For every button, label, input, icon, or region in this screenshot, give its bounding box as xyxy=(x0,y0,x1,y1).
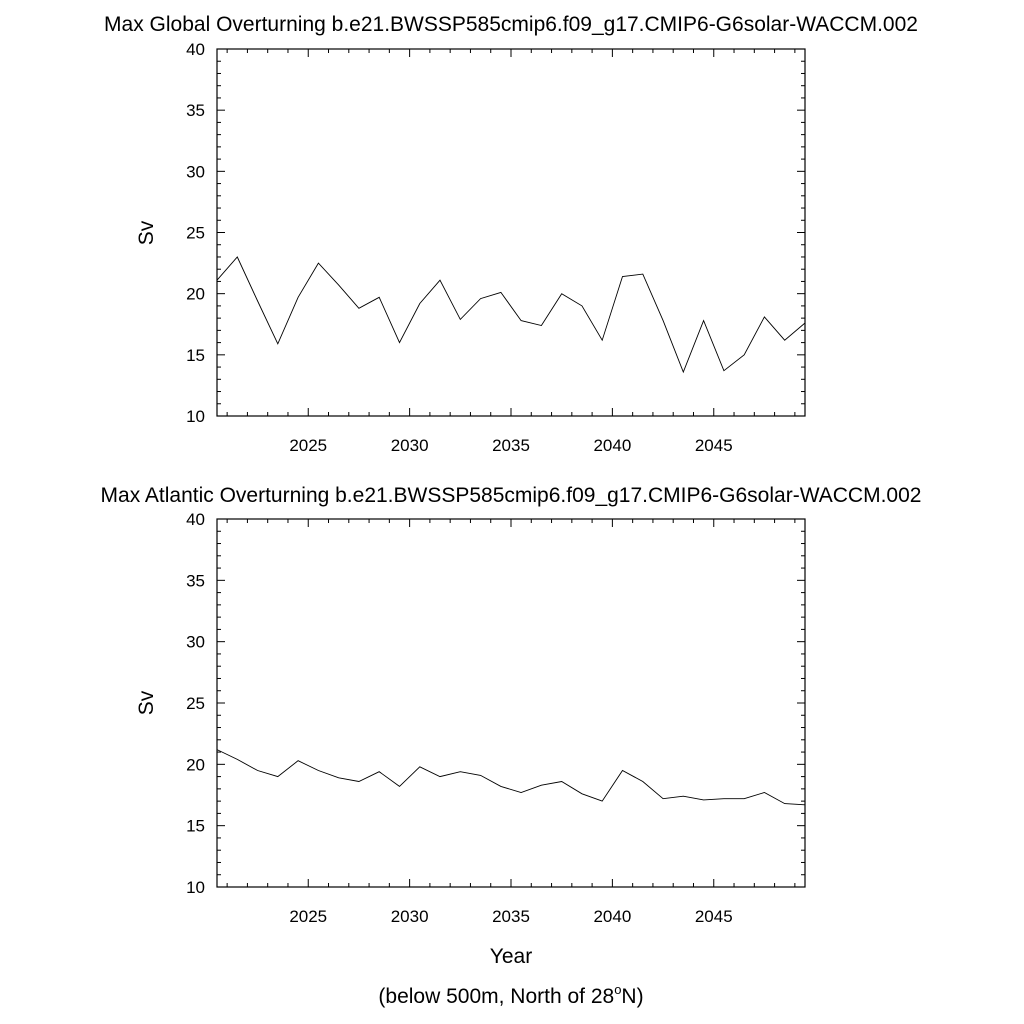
atlantic-x-tick-label: 2035 xyxy=(492,907,530,926)
global-y-tick-label: 15 xyxy=(186,346,205,365)
atlantic-y-tick-label: 30 xyxy=(186,633,205,652)
atlantic-y-tick-label: 20 xyxy=(186,755,205,774)
global-y-tick-label: 35 xyxy=(186,101,205,120)
atlantic-y-axis-label: Sv xyxy=(135,690,158,715)
atlantic-plot-frame xyxy=(216,518,806,888)
degree-symbol: o xyxy=(614,982,621,997)
global-x-tick-label: 2045 xyxy=(695,436,733,455)
atlantic-chart-title: Max Atlantic Overturning b.e21.BWSSP585c… xyxy=(101,484,922,507)
global-chart-title: Max Global Overturning b.e21.BWSSP585cmi… xyxy=(104,13,918,36)
global-y-tick-label: 20 xyxy=(186,285,205,304)
figure-caption: (below 500m, North of 28oN) xyxy=(378,982,643,1008)
atlantic-y-tick-label: 40 xyxy=(186,510,205,529)
global-y-tick-label: 30 xyxy=(186,162,205,181)
atlantic-x-axis-label: Year xyxy=(490,945,532,968)
global-overturning-panel: Max Global Overturning b.e21.BWSSP585cmi… xyxy=(104,13,918,455)
global-y-tick-label: 10 xyxy=(186,407,205,426)
caption-suffix: N) xyxy=(621,985,643,1008)
global-ticks xyxy=(217,48,805,417)
atlantic-y-tick-label: 15 xyxy=(186,817,205,836)
atlantic-overturning-panel: Max Atlantic Overturning b.e21.BWSSP585c… xyxy=(101,484,922,968)
caption-prefix: (below 500m, North of 28 xyxy=(378,985,614,1008)
atlantic-y-tick-label: 35 xyxy=(186,571,205,590)
atlantic-y-tick-label: 25 xyxy=(186,694,205,713)
atlantic-x-tick-label: 2025 xyxy=(289,907,327,926)
global-y-axis-label: Sv xyxy=(135,220,158,245)
atlantic-ticks xyxy=(217,518,805,888)
global-y-tick-label: 25 xyxy=(186,224,205,243)
global-overturning-series-line xyxy=(216,256,806,374)
global-x-tick-label: 2040 xyxy=(593,436,631,455)
atlantic-x-tick-label: 2045 xyxy=(695,907,733,926)
global-y-tick-label: 40 xyxy=(186,40,205,59)
global-x-tick-label: 2030 xyxy=(391,436,429,455)
global-x-tick-label: 2035 xyxy=(492,436,530,455)
atlantic-x-tick-label: 2030 xyxy=(391,907,429,926)
atlantic-x-tick-label: 2040 xyxy=(593,907,631,926)
global-x-tick-label: 2025 xyxy=(289,436,327,455)
atlantic-overturning-series-line xyxy=(216,749,806,806)
global-plot-frame xyxy=(216,48,806,417)
atlantic-y-tick-label: 10 xyxy=(186,878,205,897)
